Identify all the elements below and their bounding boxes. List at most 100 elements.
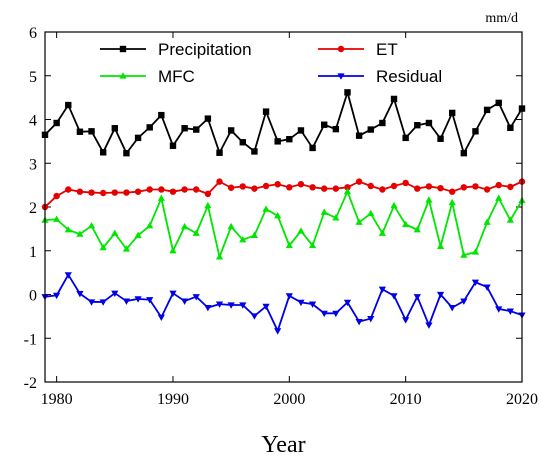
data-point xyxy=(367,182,374,190)
data-point xyxy=(297,127,305,134)
data-point xyxy=(158,111,165,119)
data-point xyxy=(146,124,153,131)
data-point xyxy=(285,241,293,249)
x-tick-label: 2010 xyxy=(390,391,422,408)
data-point xyxy=(483,186,491,193)
data-point xyxy=(76,230,84,237)
data-point xyxy=(495,99,502,107)
legend-label: Residual xyxy=(376,67,442,86)
data-point xyxy=(448,198,456,206)
data-point xyxy=(157,314,165,322)
data-point xyxy=(460,184,468,191)
data-point xyxy=(286,184,293,191)
data-point xyxy=(158,186,165,193)
data-point xyxy=(355,218,363,225)
data-point xyxy=(88,128,95,135)
data-point xyxy=(99,189,107,197)
x-tick-label: 1990 xyxy=(157,391,189,408)
data-point xyxy=(471,279,480,287)
data-point xyxy=(379,186,386,193)
data-point xyxy=(402,220,410,228)
data-point xyxy=(193,126,200,133)
legend-label: Precipitation xyxy=(158,40,252,59)
data-point xyxy=(119,45,127,53)
series-layer xyxy=(41,89,526,335)
data-point xyxy=(123,149,130,157)
data-point xyxy=(332,214,340,221)
series-line-mfc xyxy=(44,190,523,258)
legend-item-mfc: MFC xyxy=(100,67,195,86)
legend-label: MFC xyxy=(158,67,195,86)
data-point xyxy=(134,134,142,142)
data-point xyxy=(204,115,212,122)
data-point xyxy=(448,109,456,117)
data-point xyxy=(169,290,177,297)
data-point xyxy=(506,308,514,315)
data-point xyxy=(425,196,433,203)
x-tick-label: 2020 xyxy=(506,391,538,408)
data-point xyxy=(436,291,445,299)
data-point xyxy=(65,101,72,109)
data-point xyxy=(343,299,352,307)
data-point xyxy=(53,192,60,200)
data-point xyxy=(355,178,363,185)
data-point xyxy=(146,222,154,229)
data-point xyxy=(506,216,514,223)
data-point xyxy=(227,302,235,309)
data-point xyxy=(250,231,259,239)
data-point xyxy=(308,301,317,308)
x-axis-ticks: 1980 1990 2000 2010 2020 xyxy=(41,32,538,408)
data-point xyxy=(320,208,328,215)
series-line-precipitation xyxy=(44,91,523,155)
data-point xyxy=(274,211,282,219)
data-point xyxy=(262,108,270,115)
legend: Precipitation ET MFC Residual xyxy=(100,40,442,86)
y-axis-ticks: -2 -1 0 1 2 3 4 5 6 xyxy=(24,25,522,392)
data-point xyxy=(437,135,444,142)
data-point xyxy=(483,218,491,225)
data-point xyxy=(308,241,317,249)
data-point xyxy=(181,125,188,132)
data-point xyxy=(262,182,270,190)
series-mfc xyxy=(41,187,526,260)
data-point xyxy=(436,242,445,249)
data-point xyxy=(169,142,177,149)
data-point xyxy=(274,328,282,335)
data-point xyxy=(460,149,468,157)
data-point xyxy=(181,186,188,193)
data-point xyxy=(332,310,340,318)
series-precipitation xyxy=(41,89,526,157)
data-point xyxy=(204,305,212,312)
data-point xyxy=(169,188,177,195)
data-point xyxy=(216,178,223,185)
data-point xyxy=(204,201,212,209)
y-tick-label: 6 xyxy=(29,25,37,42)
data-point xyxy=(378,286,386,294)
data-point xyxy=(495,306,503,313)
data-point xyxy=(181,222,189,230)
data-point xyxy=(53,215,61,222)
y-tick-label: 2 xyxy=(29,200,37,217)
data-point xyxy=(215,253,224,260)
legend-label: ET xyxy=(376,40,398,59)
data-point xyxy=(413,225,421,233)
data-point xyxy=(134,188,142,195)
data-point xyxy=(192,229,200,236)
data-point xyxy=(87,299,96,306)
data-point xyxy=(471,248,480,255)
data-point xyxy=(337,45,345,53)
data-point xyxy=(193,186,200,193)
y-tick-label: 4 xyxy=(29,113,37,130)
x-tick-label: 2000 xyxy=(273,391,305,408)
data-point xyxy=(344,89,351,96)
data-point xyxy=(274,138,281,145)
data-point xyxy=(99,299,107,306)
data-point xyxy=(239,236,247,243)
data-point xyxy=(227,127,235,134)
data-point xyxy=(262,205,270,212)
data-point xyxy=(262,303,270,311)
data-point xyxy=(146,186,153,193)
data-point xyxy=(379,119,386,127)
data-point xyxy=(448,188,456,195)
legend-item-precipitation: Precipitation xyxy=(100,40,252,59)
